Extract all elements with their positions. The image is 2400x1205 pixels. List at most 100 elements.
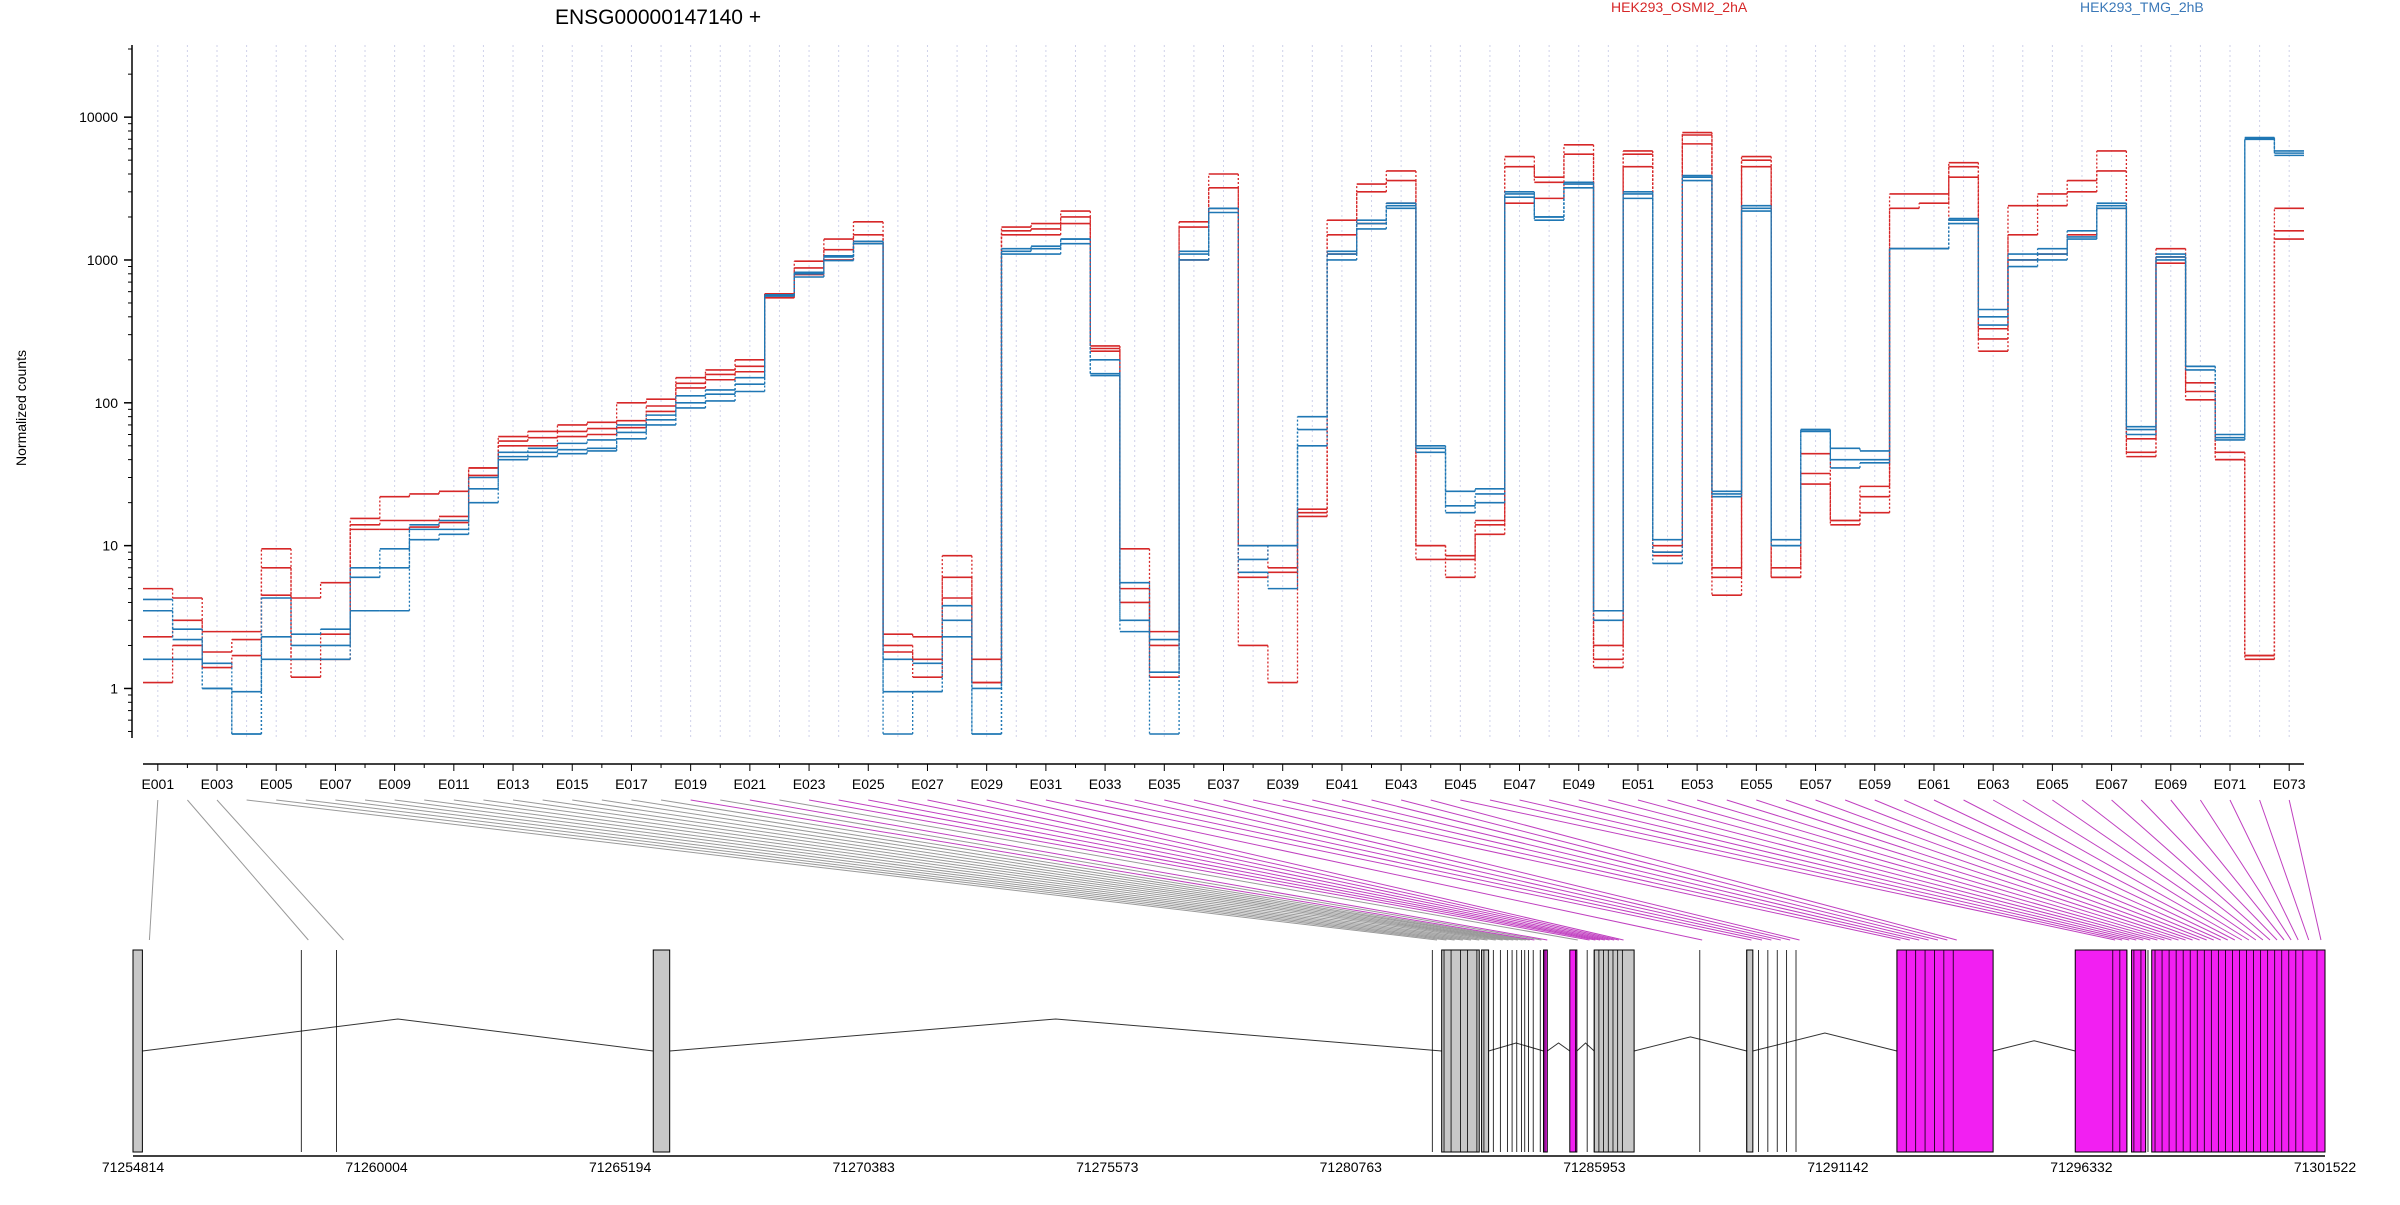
exon-connector	[187, 799, 309, 941]
x-tick-label: E061	[1918, 776, 1951, 792]
exon-connector	[1045, 799, 1703, 941]
intron	[1752, 1032, 1898, 1052]
exon-connector	[1104, 799, 1763, 941]
exon-connector	[394, 799, 1480, 941]
exon-connector	[2170, 799, 2285, 941]
x-tick-label: E045	[1444, 776, 1477, 792]
exon-connector	[335, 799, 1463, 941]
exon-connector	[1400, 799, 1948, 941]
exon-connector	[690, 799, 1535, 941]
x-tick-label: E011	[438, 776, 470, 792]
x-tick-label: E043	[1385, 776, 1418, 792]
y-tick-label: 10	[102, 538, 118, 554]
exon-block	[1569, 949, 1578, 1153]
intron	[1488, 1042, 1544, 1052]
x-tick-label: E067	[2095, 776, 2128, 792]
exon-connector	[1933, 799, 2228, 941]
x-tick-label: E051	[1622, 776, 1655, 792]
exon-connector	[897, 799, 1605, 941]
x-tick-label: E007	[319, 776, 352, 792]
genomic-tick-label: 71254814	[102, 1159, 165, 1175]
exon-connector	[1785, 799, 2193, 941]
x-tick-label: E017	[615, 776, 648, 792]
x-axis: E001 E003 E005 E007 E009 E011 E013 E015 E017 E019…	[141, 763, 2306, 792]
intron	[142, 1018, 654, 1052]
exon-connector	[453, 799, 1496, 941]
x-tick-label: E071	[2214, 776, 2247, 792]
y-tick-label: 1	[110, 680, 118, 696]
exon-connector	[2022, 799, 2250, 941]
exon-connector	[779, 799, 1578, 941]
exon-connector	[1756, 799, 2186, 941]
x-tick-label: E021	[734, 776, 767, 792]
exon-connector	[720, 799, 1542, 941]
exon-connector	[1460, 799, 2116, 941]
exon-block	[2074, 949, 2128, 1153]
exon-connector	[216, 799, 344, 941]
exon-connector	[483, 799, 1503, 941]
exon-connector	[868, 799, 1601, 941]
y-tick-label: 10000	[79, 109, 118, 125]
exon-connector	[2199, 799, 2292, 941]
y-tick-label: 1000	[87, 252, 118, 268]
intron	[1576, 1042, 1595, 1052]
exon-block	[1593, 949, 1635, 1153]
series-lines	[143, 131, 2304, 735]
exon-connector	[1815, 799, 2200, 941]
x-tick-label: E003	[201, 776, 234, 792]
y-axis: 1 10 100 1000 10000	[79, 45, 133, 738]
intron	[1546, 1042, 1571, 1052]
chart-title: ENSG00000147140 +	[555, 6, 761, 29]
genomic-tick-label: 71260004	[345, 1159, 408, 1175]
exon-grid-lines	[157, 45, 2290, 738]
exon-connector	[2288, 799, 2322, 941]
exon-connector	[2081, 799, 2264, 941]
x-tick-label: E073	[2273, 776, 2306, 792]
exon-block	[132, 949, 143, 1153]
x-tick-label: E029	[970, 776, 1003, 792]
exon-connector	[1608, 799, 2151, 941]
x-tick-label: E059	[1858, 776, 1891, 792]
genomic-tick-label: 71270383	[833, 1159, 896, 1175]
genomic-tick-label: 71301522	[2294, 1159, 2357, 1175]
exon-block	[2131, 949, 2147, 1153]
exon-connector	[986, 799, 1619, 941]
exon-connector	[927, 799, 1610, 941]
exon-connector	[1578, 799, 2144, 941]
x-tick-label: E065	[2036, 776, 2069, 792]
intron	[1633, 1036, 1747, 1052]
x-tick-label: E055	[1740, 776, 1773, 792]
x-tick-label: E033	[1089, 776, 1122, 792]
x-tick-label: E013	[497, 776, 530, 792]
x-tick-label: E053	[1681, 776, 1714, 792]
genomic-tick-label: 71280763	[1320, 1159, 1383, 1175]
exon-connector	[1489, 799, 2123, 941]
x-tick-label: E041	[1326, 776, 1359, 792]
exon-connector	[1134, 799, 1772, 941]
exon-connector	[1667, 799, 2165, 941]
exon-connector	[1844, 799, 2207, 941]
exon-block	[1481, 949, 1490, 1153]
gene-model	[132, 949, 2326, 1153]
x-tick-label: E047	[1503, 776, 1536, 792]
exon-connector	[148, 799, 159, 941]
exon-connector	[749, 799, 1548, 941]
exon-connector	[2259, 799, 2310, 941]
exon-connector	[542, 799, 1514, 941]
exon-connector	[1282, 799, 1910, 941]
exon-connector	[276, 799, 1447, 941]
x-tick-label: E035	[1148, 776, 1181, 792]
exon-connector	[1016, 799, 1624, 941]
exon-connector	[601, 799, 1523, 941]
x-tick-label: E009	[378, 776, 411, 792]
genomic-axis: 71254814 71260004 71265194 71270383 71275573…	[102, 1155, 2357, 1175]
exon-block	[1896, 949, 1994, 1153]
exon-connector	[1874, 799, 2214, 941]
exon-connector	[424, 799, 1488, 941]
x-tick-label: E015	[556, 776, 589, 792]
exon-connector	[364, 799, 1472, 941]
x-tick-label: E027	[911, 776, 944, 792]
exon-connector	[1963, 799, 2236, 941]
